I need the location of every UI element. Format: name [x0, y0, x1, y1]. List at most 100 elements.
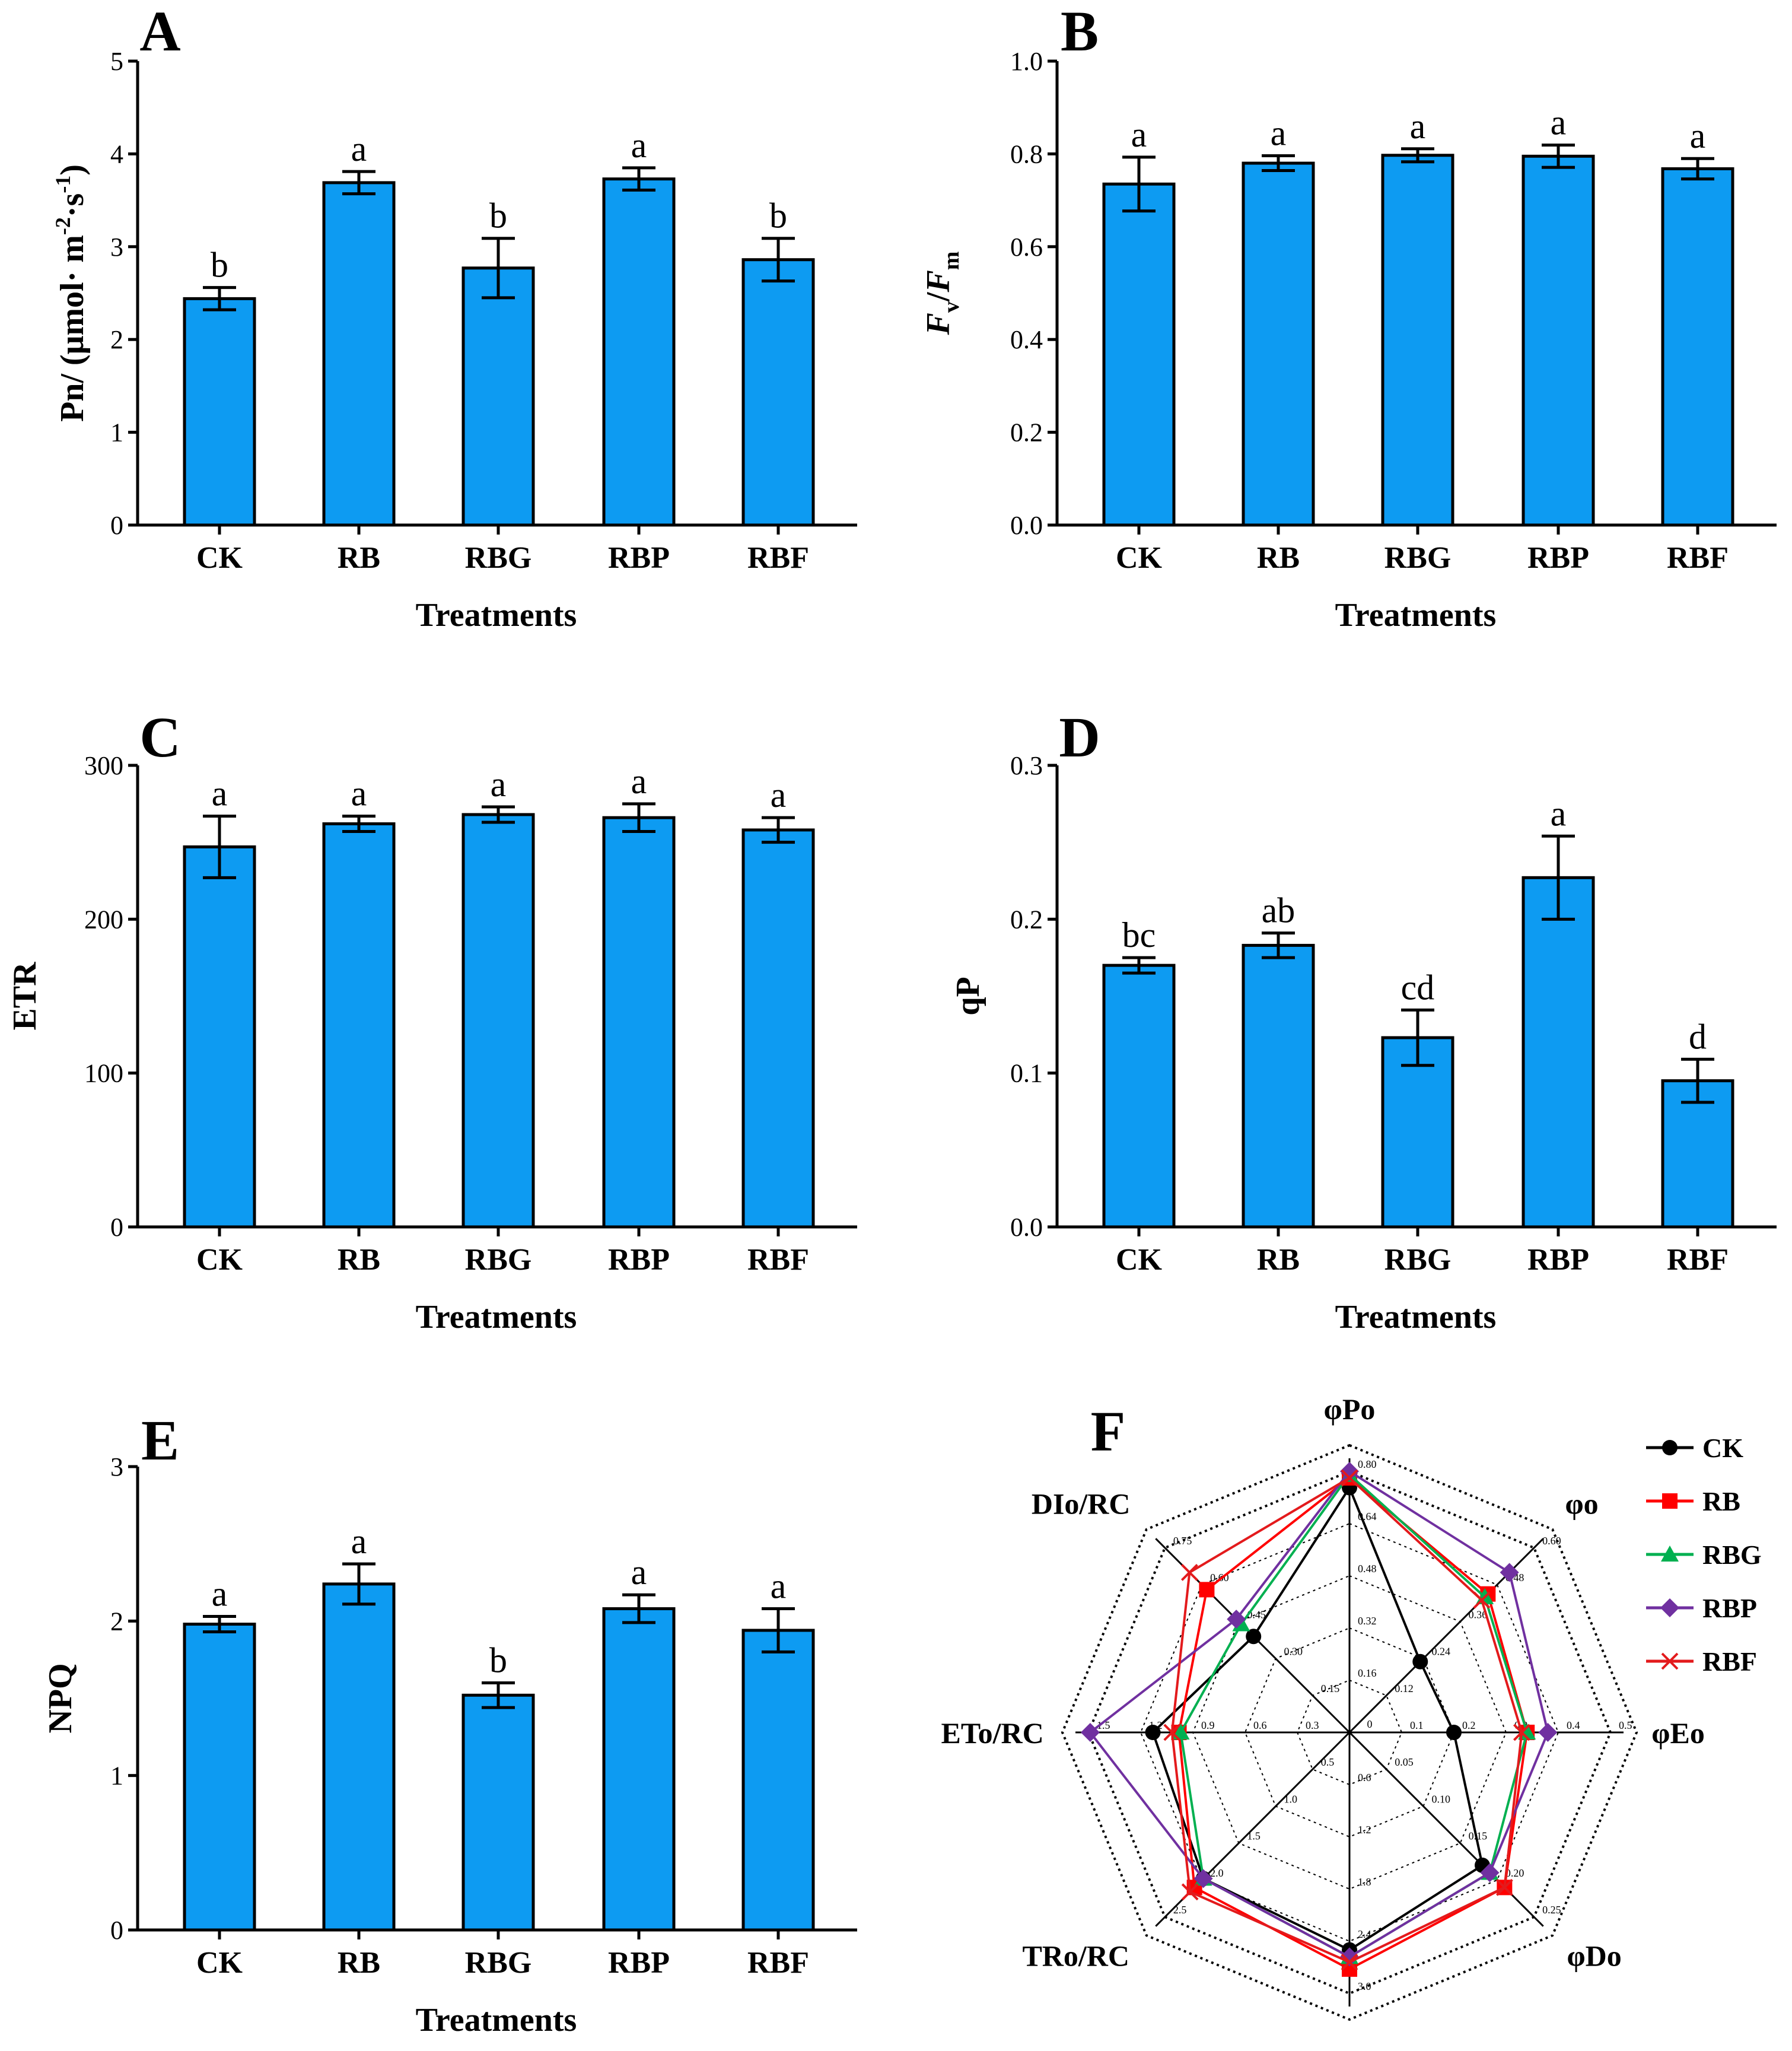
radar-tick-label: 0.05 — [1395, 1756, 1414, 1768]
panel-letter-b: B — [1061, 0, 1099, 63]
y-axis-title-sup: -2 — [51, 217, 75, 235]
y-axis-title-part: ·s — [54, 193, 91, 217]
x-axis-title: Treatments — [1335, 1299, 1497, 1335]
x-tick-label: RB — [338, 1243, 380, 1277]
significance-letter: a — [1410, 107, 1426, 146]
radar-axis-label: φDo — [1567, 1939, 1621, 1972]
x-tick-label: RBF — [1667, 541, 1729, 575]
significance-letter: b — [211, 246, 228, 285]
bar-rbg — [461, 266, 535, 527]
bar-rbp — [602, 816, 676, 1229]
radar-marker-rbp — [1538, 1723, 1558, 1742]
x-tick-label: RBF — [747, 541, 809, 575]
y-axis-title-part: Pn/ (μmol· m — [54, 235, 91, 422]
radar-tick-label: 1.8 — [1358, 1876, 1371, 1888]
radar-tick-label: 0.75 — [1173, 1535, 1192, 1547]
y-axis-title-part: F — [920, 270, 957, 292]
bar-rbp — [602, 1607, 676, 1932]
y-tick-label: 3 — [110, 233, 123, 262]
radar-tick-label: 2.0 — [1210, 1867, 1224, 1879]
radar-marker-ck — [1145, 1725, 1161, 1740]
radar-axis-label: φPo — [1324, 1392, 1376, 1426]
x-tick-label: CK — [196, 1946, 243, 1980]
radar-marker-rbf — [1163, 1724, 1181, 1741]
radar-marker-rbf — [1341, 1953, 1358, 1971]
x-tick-label: CK — [1116, 541, 1163, 575]
y-tick-label: 0.0 — [1010, 1213, 1043, 1242]
radar-tick-label: 0.3 — [1306, 1719, 1319, 1731]
legend-label-rb: RB — [1702, 1486, 1740, 1516]
y-axis-title-part: / — [920, 291, 957, 302]
x-tick-label: RBG — [465, 1946, 532, 1980]
panel-letter-f: F — [1091, 1400, 1126, 1463]
significance-letter: bc — [1122, 915, 1156, 955]
y-tick-label: 0.2 — [1010, 418, 1043, 447]
radar-tick-label: 0.16 — [1358, 1667, 1377, 1679]
significance-letter: a — [1551, 103, 1567, 142]
bar-rbf — [1661, 167, 1734, 527]
radar-tick-label: 0.48 — [1358, 1563, 1377, 1575]
x-axis-title: Treatments — [1335, 597, 1497, 634]
bar-rbg — [1381, 1036, 1454, 1229]
y-tick-label: 100 — [84, 1059, 123, 1088]
x-tick-label: RBP — [1527, 1243, 1589, 1277]
radar-axis-label: TRo/RC — [1022, 1939, 1129, 1972]
legend-label-ck: CK — [1702, 1433, 1743, 1463]
y-tick-label: 0.2 — [1010, 905, 1043, 934]
radar-axis-label: φEo — [1651, 1716, 1705, 1750]
significance-letter: a — [212, 1575, 228, 1614]
x-tick-label: RBF — [747, 1243, 809, 1277]
y-axis-title-sub: m — [939, 252, 964, 271]
radar-tick-label: 0.10 — [1431, 1793, 1450, 1805]
bar-ck — [183, 845, 256, 1229]
panel-c-chart: C 0 100 200 300 a CK a RB a RBG a RBP a RBF Treatments E… — [7, 705, 857, 1335]
significance-letter: a — [212, 774, 228, 813]
legend-label-rbp: RBP — [1702, 1593, 1757, 1623]
radar-marker-rbf — [1180, 1563, 1198, 1581]
bar-rbg — [461, 813, 535, 1229]
radar-spoke — [1348, 1731, 1544, 1927]
y-tick-label: 3 — [110, 1452, 123, 1481]
x-tick-label: RB — [1257, 541, 1300, 575]
radar-marker-rbp — [1660, 1598, 1679, 1617]
radar-tick-label: 0.30 — [1284, 1646, 1303, 1658]
radar-tick-label: 0.1 — [1410, 1719, 1424, 1731]
radar-series-rb — [1171, 1470, 1535, 1977]
panel-letter-a: A — [139, 0, 180, 63]
significance-letter: b — [489, 1640, 507, 1680]
radar-marker-ck — [1412, 1653, 1428, 1670]
significance-letter: b — [489, 196, 507, 236]
radar-marker-ck — [1662, 1440, 1678, 1455]
radar-series-rbp — [1080, 1462, 1558, 1967]
legend-label-rbg: RBG — [1702, 1540, 1762, 1570]
significance-letter: a — [1551, 794, 1567, 833]
radar-tick-label: 3.0 — [1358, 1980, 1371, 1992]
y-tick-label: 0.0 — [1010, 511, 1043, 540]
y-axis-title: ETR — [7, 962, 43, 1031]
radar-tick-label: 0.5 — [1321, 1756, 1335, 1768]
bar-rb — [1242, 943, 1315, 1229]
radar-marker-rbf — [1181, 1883, 1199, 1901]
panel-letter-c: C — [139, 705, 180, 769]
radar-series-rbf — [1163, 1469, 1530, 1971]
radar-tick-label: 1.2 — [1358, 1824, 1371, 1836]
radar-marker-rbp — [1340, 1462, 1359, 1481]
radar-tick-label: 0.6 — [1358, 1772, 1371, 1783]
y-tick-label: 2 — [110, 1607, 123, 1636]
x-tick-label: RB — [338, 1946, 380, 1980]
radar-tick-label: 1.5 — [1247, 1830, 1261, 1842]
significance-letter: cd — [1401, 968, 1435, 1007]
significance-letter: a — [1131, 115, 1147, 154]
radar-marker-rbp — [1193, 1869, 1213, 1888]
radar-tick-label: 0.15 — [1321, 1683, 1340, 1694]
x-tick-label: RBG — [465, 1243, 532, 1277]
significance-letter: a — [1690, 116, 1706, 155]
panel-a-chart: A 0 1 2 3 4 5 b CK a RB b RBG a RBP b RBF Treatments Pn/ (… — [51, 0, 857, 634]
y-axis-title: Pn/ (μmol· m-2·s-1) — [51, 164, 91, 422]
radar-axis-label: DIo/RC — [1032, 1487, 1131, 1521]
radar-marker-rbp — [1480, 1863, 1500, 1883]
y-axis-title-sup: -1 — [51, 176, 75, 193]
panel-letter-e: E — [141, 1408, 179, 1472]
x-tick-label: CK — [1116, 1243, 1163, 1277]
